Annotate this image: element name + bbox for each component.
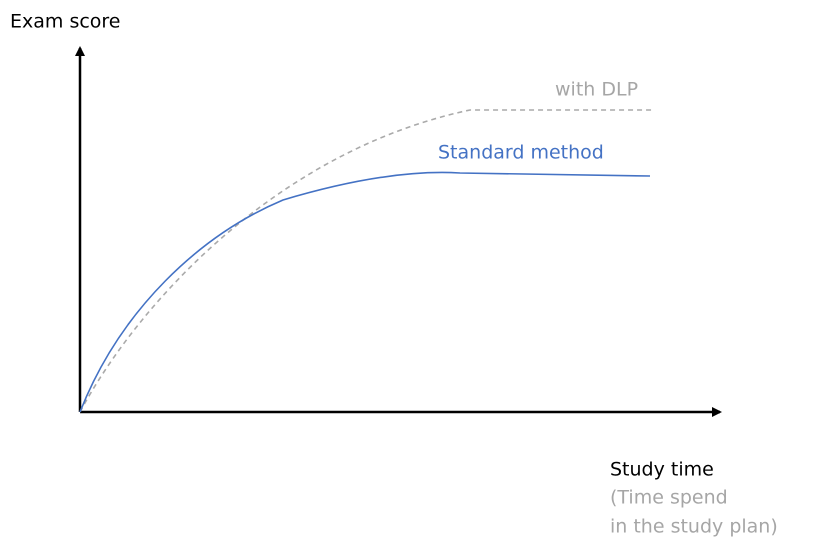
- x-axis-note: in the study plan): [610, 516, 778, 538]
- dlp-label: with DLP: [555, 79, 638, 101]
- x-axis-note: (Time spend: [610, 487, 728, 509]
- standard-curve: [79, 171, 651, 413]
- x-axis-label: Study time: [610, 459, 714, 481]
- y-axis-label: Exam score: [10, 11, 121, 33]
- standard-label: Standard method: [438, 142, 604, 164]
- dlp-curve: [79, 109, 655, 413]
